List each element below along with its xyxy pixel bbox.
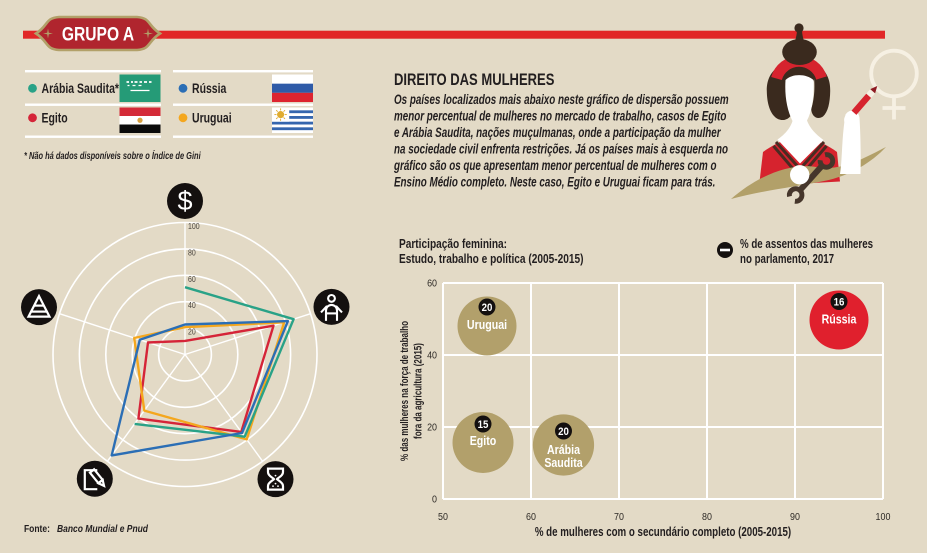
svg-text:100: 100 — [188, 221, 200, 231]
svg-text:80: 80 — [188, 248, 196, 258]
svg-text:Egito: Egito — [470, 434, 497, 448]
svg-text:Fonte:: Fonte: — [24, 523, 50, 534]
svg-text:Rússia: Rússia — [192, 81, 226, 97]
svg-text:15: 15 — [478, 419, 489, 431]
svg-text:Egito: Egito — [42, 110, 69, 126]
svg-text:20: 20 — [558, 426, 569, 438]
svg-text:60: 60 — [427, 278, 437, 290]
svg-text:16: 16 — [834, 297, 845, 309]
svg-text:gráfico são os que apresentam: gráfico são os que apresentam menor perc… — [393, 157, 716, 173]
svg-text:50: 50 — [438, 511, 448, 523]
svg-text:90: 90 — [790, 511, 800, 523]
svg-text:Ensino Médio completo. Neste c: Ensino Médio completo. Neste caso, Egito… — [394, 174, 715, 190]
svg-text:40: 40 — [188, 301, 196, 311]
svg-text:DIREITO DAS MULHERES: DIREITO DAS MULHERES — [394, 72, 555, 90]
svg-text:40: 40 — [427, 350, 437, 362]
svg-text:fora da agricultura (2015): fora da agricultura (2015) — [412, 343, 425, 439]
svg-text:Os países localizados mais aba: Os países localizados mais abaixo neste … — [394, 91, 729, 107]
svg-text:70: 70 — [614, 511, 624, 523]
svg-text:100: 100 — [876, 511, 891, 523]
svg-text:Banco Mundial e Pnud: Banco Mundial e Pnud — [57, 523, 148, 534]
svg-text:Uruguai: Uruguai — [467, 318, 507, 332]
svg-text:$: $ — [177, 186, 192, 216]
svg-text:60: 60 — [188, 274, 196, 284]
svg-text:menor percentual de mulheres n: menor percentual de mulheres no mercado … — [394, 108, 726, 124]
svg-text:Arábia Saudita*: Arábia Saudita* — [42, 81, 120, 97]
svg-text:0: 0 — [432, 494, 437, 506]
svg-text:80: 80 — [702, 511, 712, 523]
svg-text:% de mulheres com o secundário: % de mulheres com o secundário completo … — [535, 526, 792, 539]
svg-text:Participação feminina:: Participação feminina: — [399, 237, 507, 251]
svg-text:60: 60 — [526, 511, 536, 523]
svg-text:* Não há dados disponíveis sob: * Não há dados disponíveis sobre o Índic… — [24, 150, 201, 162]
svg-text:20: 20 — [482, 302, 493, 314]
svg-text:% das mulheres na força de tra: % das mulheres na força de trabalho — [399, 321, 412, 461]
svg-text:e Arábia Saudita, nações muçul: e Arábia Saudita, nações muçulmanas, ond… — [394, 124, 722, 140]
svg-text:20: 20 — [427, 422, 437, 434]
svg-text:Saudita: Saudita — [544, 456, 583, 470]
svg-text:Estudo, trabalho e política (2: Estudo, trabalho e política (2005-2015) — [399, 252, 584, 266]
svg-text:20: 20 — [188, 327, 196, 337]
svg-text:% de assentos das mulheres: % de assentos das mulheres — [740, 238, 873, 251]
svg-text:Uruguai: Uruguai — [192, 110, 232, 126]
svg-text:no parlamento, 2017: no parlamento, 2017 — [740, 253, 834, 266]
svg-text:GRUPO A: GRUPO A — [62, 23, 134, 45]
svg-text:na sociedade civil enfrenta re: na sociedade civil enfrenta restrições. … — [394, 141, 728, 157]
svg-text:Rússia: Rússia — [822, 313, 857, 327]
svg-text:Arábia: Arábia — [547, 443, 581, 457]
